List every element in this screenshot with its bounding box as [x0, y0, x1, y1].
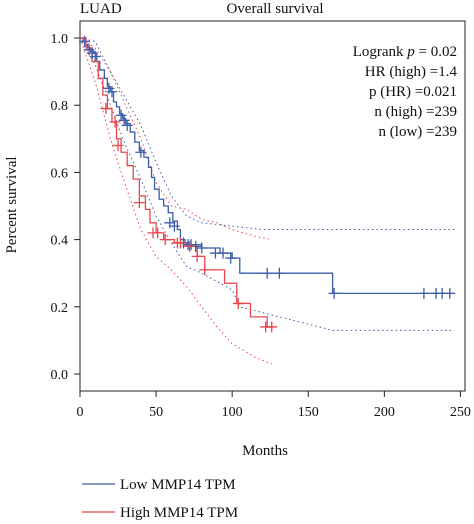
- stats-line: n (high) =239: [374, 104, 457, 120]
- low-censor-mark: [121, 119, 133, 131]
- stats-line: Logrank p = 0.02: [353, 44, 457, 60]
- y-tick-label: 0.8: [51, 99, 69, 114]
- x-tick-label: 250: [450, 405, 471, 420]
- y-tick-label: 1.0: [51, 32, 69, 47]
- high-censor-mark: [109, 116, 121, 128]
- y-tick-label: 0.0: [51, 368, 69, 383]
- low-censor-mark: [418, 287, 430, 299]
- x-tick-label: 100: [222, 405, 243, 420]
- plot-frame: [79, 20, 466, 392]
- low-censor-mark: [217, 247, 229, 259]
- high-censor-mark: [191, 250, 203, 262]
- high-survival-curve: [80, 37, 272, 328]
- low-censor-mark: [106, 86, 118, 98]
- legend: Low MMP14 TPM High MMP14 TPM: [82, 477, 238, 521]
- low-ci-lower: [79, 37, 455, 331]
- high-censor-mark: [232, 297, 244, 309]
- y-axis-label: Percent survival: [4, 156, 20, 253]
- high-censor-mark: [184, 240, 196, 252]
- low-censor-mark: [79, 35, 91, 47]
- high-censor-mark: [174, 237, 186, 249]
- y-tick-label: 0.6: [51, 166, 69, 181]
- stats-line: HR (high) =1.4: [365, 64, 458, 80]
- low-censor-mark: [273, 267, 285, 279]
- x-tick-label: 50: [149, 405, 163, 420]
- low-censor-mark: [185, 239, 197, 251]
- low-censor-mark: [225, 252, 237, 264]
- stats-box: Logrank p = 0.02 HR (high) =1.4 p (HR) =0.…: [353, 44, 458, 140]
- high-ci-upper: [79, 37, 272, 241]
- high-censor-mark: [112, 140, 124, 152]
- high-censor-mark: [266, 321, 278, 333]
- high-censor-mark: [159, 234, 171, 246]
- cohort-label: LUAD: [80, 1, 122, 17]
- low-censor-mark: [168, 220, 180, 232]
- x-tick-label: 150: [298, 405, 319, 420]
- low-censor-mark: [261, 267, 273, 279]
- x-tick-label: 0: [77, 405, 84, 420]
- low-censor-mark: [196, 242, 208, 254]
- high-ci-lower: [79, 37, 272, 365]
- low-censor-mark: [444, 287, 456, 299]
- low-censor-mark: [135, 146, 147, 158]
- legend-label-low: Low MMP14 TPM: [120, 477, 236, 493]
- high-censor-mark: [100, 103, 112, 115]
- axes: 0.0 0.2 0.4 0.6 0.8 1.0 0 50 100 150 200 250: [51, 32, 471, 420]
- stats-line: n (low) =239: [379, 124, 457, 140]
- x-axis-label: Months: [242, 443, 288, 459]
- stats-line: p (HR) =0.021: [369, 84, 457, 100]
- low-censor-mark: [328, 287, 340, 299]
- high-censor-mark: [133, 197, 145, 209]
- low-censor-mark: [89, 50, 101, 62]
- x-tick-label: 200: [374, 405, 395, 420]
- censor-marks: [79, 35, 456, 333]
- legend-label-high: High MMP14 TPM: [120, 505, 238, 521]
- y-tick-label: 0.2: [51, 301, 69, 316]
- high-censor-mark: [199, 264, 211, 276]
- y-tick-label: 0.4: [51, 234, 69, 249]
- survival-curves: [80, 37, 455, 328]
- high-censor-mark: [152, 227, 164, 239]
- chart-title: Overall survival: [226, 1, 323, 17]
- confidence-intervals: [79, 37, 455, 365]
